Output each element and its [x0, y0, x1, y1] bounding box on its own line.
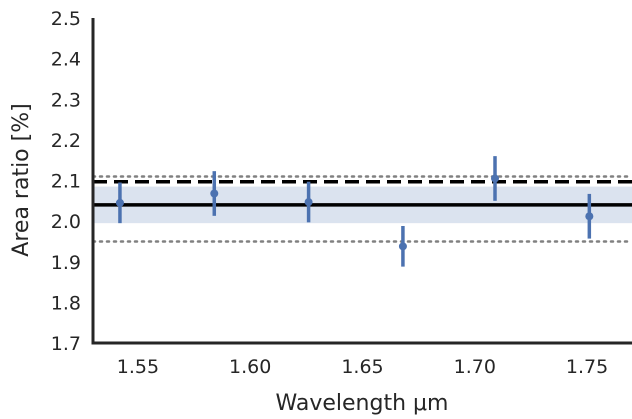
y-tick-label-5: 2.2: [51, 130, 81, 152]
y-tick-label-4: 2.1: [51, 171, 81, 193]
data-point-3: [398, 226, 407, 267]
point-marker-2: [304, 198, 313, 207]
x-tick-label-4: 1.75: [566, 356, 608, 378]
y-tick-label-8: 2.5: [51, 8, 81, 30]
y-tick-label-1: 1.8: [51, 292, 81, 314]
y-tick-label-3: 2.0: [51, 211, 81, 233]
y-tick-label-6: 2.3: [51, 89, 81, 111]
point-marker-3: [398, 242, 407, 251]
x-axis-label: Wavelength μm: [276, 391, 449, 416]
x-tick-label-1: 1.60: [229, 356, 271, 378]
reference-lines: [91, 175, 632, 243]
point-marker-1: [210, 189, 219, 198]
data-point-4: [491, 156, 500, 201]
y-tick-label-2: 1.9: [51, 252, 81, 274]
x-tick-label-2: 1.65: [341, 356, 383, 378]
axes: [91, 18, 632, 345]
y-axis-label: Area ratio [%]: [9, 103, 34, 256]
data-point-2: [304, 181, 313, 223]
x-tick-label-3: 1.70: [454, 356, 496, 378]
data-points: [115, 156, 594, 267]
point-marker-5: [585, 212, 594, 221]
x-tick-label-0: 1.55: [117, 356, 159, 378]
tick-labels: 1.7 1.8 1.9 2.0 2.1 2.2 2.3 2.4 2.5 1.55 1.60 1.65 1…: [51, 8, 608, 378]
data-point-1: [210, 171, 219, 216]
point-marker-0: [115, 198, 124, 207]
y-tick-label-7: 2.4: [51, 49, 81, 71]
point-marker-4: [491, 174, 500, 183]
data-point-0: [115, 182, 124, 224]
y-tick-label-0: 1.7: [51, 333, 81, 355]
data-point-5: [585, 193, 594, 239]
